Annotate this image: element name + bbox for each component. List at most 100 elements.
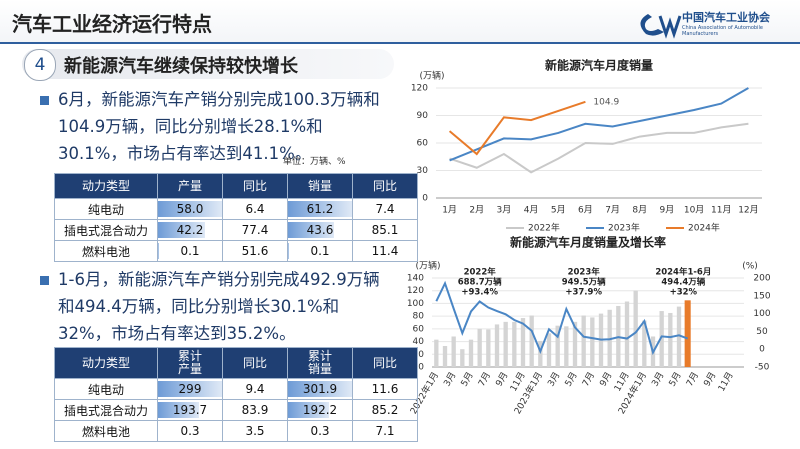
bar xyxy=(494,324,500,367)
cell-text: 0.1 xyxy=(310,244,330,258)
data-table: 动力类型 产量 同比 销量 同比 纯电动 58.0 6.4 61.2 7.4 插电式混合动力 42.2… xyxy=(54,173,418,262)
data-bar xyxy=(158,402,200,418)
y-tick-label: 80 xyxy=(413,312,425,322)
annotation: 2022年 xyxy=(464,267,497,278)
x-tick-label: 10月 xyxy=(684,205,704,216)
table-cell: 83.9 xyxy=(222,399,288,421)
bar xyxy=(434,339,439,367)
cell-text: 7.4 xyxy=(375,202,395,216)
table-cell: 纯电动 xyxy=(54,198,158,220)
x-tick-label: 3月 xyxy=(497,205,512,216)
cell-text: 11.4 xyxy=(371,244,399,258)
logo-subtext: China Association of Automobile Manufact… xyxy=(682,25,763,37)
table-cell: 43.6 xyxy=(287,219,353,241)
x-tick-label: 1月 xyxy=(442,205,457,216)
table-cell: 6.4 xyxy=(222,198,288,220)
bar xyxy=(555,325,560,367)
table-cell: 插电式混合动力 xyxy=(54,399,158,421)
logo-text: 中国汽车工业协会 xyxy=(682,11,770,24)
chart-title: 新能源汽车月度销量及增长率 xyxy=(510,235,666,250)
bar xyxy=(468,339,474,367)
bar xyxy=(520,318,526,367)
cell-text: 85.1 xyxy=(371,223,399,237)
table-cell: 58.0 xyxy=(157,198,223,220)
y-tick-label: 140 xyxy=(407,274,424,284)
x-tick-label: 8月 xyxy=(632,205,647,216)
cell-text: 42.2 xyxy=(176,223,204,237)
table-cell: 7.4 xyxy=(352,198,418,220)
annotation: 2024年1-6月 xyxy=(655,267,711,278)
y2-tick-label: 0 xyxy=(759,345,765,355)
x-tick-label: 7月 xyxy=(476,370,493,388)
bar xyxy=(676,306,682,367)
line-series xyxy=(435,280,689,356)
cell-text: 0.3 xyxy=(310,424,330,438)
data-bar xyxy=(288,381,352,397)
table-cell: 42.2 xyxy=(157,219,223,241)
bar xyxy=(642,320,647,367)
table-cell: 192.2 xyxy=(287,399,353,421)
bar xyxy=(477,328,482,367)
y-tick-label: 20 xyxy=(413,350,425,360)
table-row: 插电式混合动力 42.2 77.4 43.6 85.1 xyxy=(54,219,418,241)
table-cell: 燃料电池 xyxy=(54,240,158,262)
table-header-row: 动力类型 产量 同比 销量 同比 xyxy=(54,173,418,199)
bullet xyxy=(40,96,49,105)
x-tick-label: 4月 xyxy=(524,205,539,216)
x-tick-label: 3月 xyxy=(650,370,667,388)
annotation: 688.7万辆 xyxy=(458,277,502,288)
chart-title: 新能源汽车月度销量 xyxy=(545,58,653,73)
section-title: 新能源汽车继续保持较快增长 xyxy=(64,56,298,77)
annotation: +93.4% xyxy=(461,288,498,298)
table-cell: 85.2 xyxy=(352,399,418,421)
y-tick-label: 30 xyxy=(417,166,429,176)
cell-text: 0.1 xyxy=(180,244,200,258)
table-cell: 0.1 xyxy=(287,240,353,262)
cell-text: 85.2 xyxy=(371,403,399,417)
header-band xyxy=(0,0,800,44)
x-tick-label: 3月 xyxy=(442,370,459,388)
bar xyxy=(529,315,534,367)
cell-text: 6.4 xyxy=(245,202,265,216)
y-tick-label: 60 xyxy=(417,139,429,149)
table-row: 插电式混合动力 193.7 83.9 192.2 85.2 xyxy=(54,399,418,421)
data-label: 104.9 xyxy=(593,97,619,107)
data-table: 动力类型 累计 产量 同比 累计 销量 同比 纯电动 299 9.4 301.9 11.6 插电式混… xyxy=(54,347,418,442)
bar xyxy=(633,290,638,367)
table-cell: 299 xyxy=(157,378,223,400)
data-bar xyxy=(288,222,334,238)
bar xyxy=(442,346,448,367)
logo-icon xyxy=(658,15,682,39)
table-cell: 7.1 xyxy=(352,420,418,442)
cell-text: 61.2 xyxy=(306,202,334,216)
x-tick-label: 11月 xyxy=(716,370,736,393)
data-bar xyxy=(158,201,222,217)
table-cell: 301.9 xyxy=(287,378,353,400)
table-unit: 单位：万辆、% xyxy=(283,157,346,167)
x-tick-label: 7月 xyxy=(684,370,701,388)
table-header-cell: 动力类型 xyxy=(54,347,158,379)
cell-text: 7.1 xyxy=(375,424,395,438)
table-header-cell: 同比 xyxy=(352,173,418,199)
y2-tick-label: 50 xyxy=(756,327,768,337)
cell-text: 192.2 xyxy=(302,403,338,417)
cell-text: 插电式混合动力 xyxy=(63,403,148,418)
y2-axis-label: (%) xyxy=(742,262,758,272)
legend-label: 2022年 xyxy=(528,222,560,234)
table-cell: 11.6 xyxy=(352,378,418,400)
cell-text: 51.6 xyxy=(241,244,269,258)
table-cell: 燃料电池 xyxy=(54,420,158,442)
y-tick-label: 0 xyxy=(418,363,424,373)
bar xyxy=(590,317,595,367)
line-series xyxy=(449,122,749,174)
table-header-cell: 累计 销量 xyxy=(287,347,353,379)
y2-tick-label: 100 xyxy=(753,309,770,319)
cell-text: 58.0 xyxy=(176,202,204,216)
header-title: 汽车工业经济运行特点 xyxy=(12,12,212,36)
data-bar xyxy=(158,381,222,397)
x-tick-label: 5月 xyxy=(563,370,580,388)
bar xyxy=(512,321,517,367)
legend-label: 2023年 xyxy=(608,222,640,234)
